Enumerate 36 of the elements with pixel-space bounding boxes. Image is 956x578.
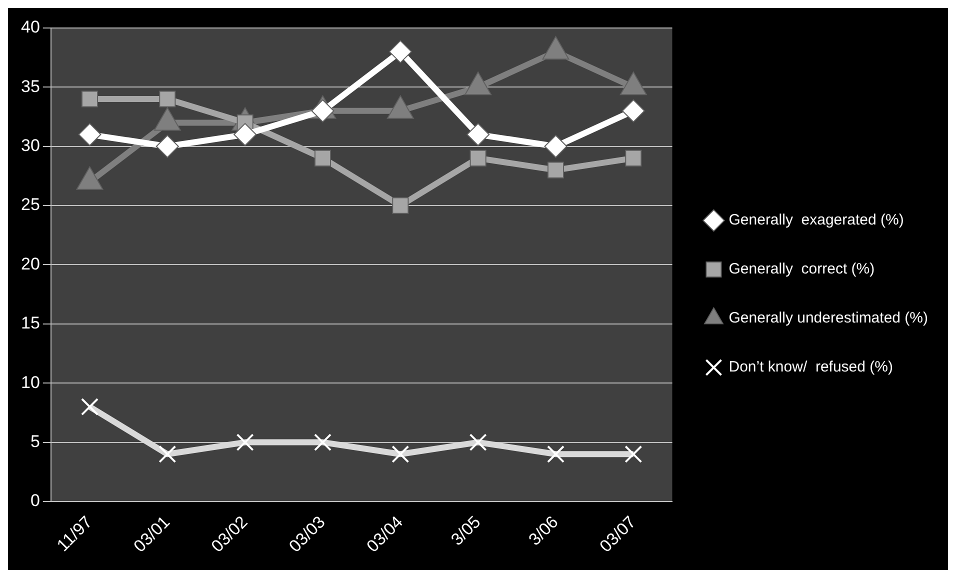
point — [159, 90, 176, 108]
point — [544, 134, 568, 158]
y-tick-label: 30 — [20, 136, 40, 156]
y-tick-label: 20 — [20, 254, 40, 274]
point — [81, 90, 98, 108]
point — [622, 99, 645, 122]
y-tick-label: 40 — [20, 18, 40, 37]
point — [234, 123, 257, 146]
point — [624, 445, 642, 463]
point — [78, 123, 102, 146]
legend-label: Generally correct (%) — [728, 260, 875, 278]
point — [392, 445, 410, 463]
y-tick-label: 25 — [20, 195, 40, 214]
point — [236, 434, 254, 452]
point — [156, 134, 179, 158]
y-tick-label: 0 — [30, 491, 40, 510]
point — [625, 150, 642, 166]
y-tick-label: 35 — [20, 76, 40, 96]
x-tick-label: 3/06 — [525, 512, 562, 550]
y-tick-label: 10 — [20, 372, 40, 392]
point — [546, 445, 565, 463]
point — [388, 40, 412, 64]
legend-label: Don’t know/ refused (%) — [728, 358, 893, 376]
point — [470, 150, 486, 166]
point — [314, 434, 332, 452]
point — [80, 398, 99, 416]
point — [392, 197, 409, 214]
y-tick-label: 5 — [30, 432, 40, 451]
legend-label: Generally underestimated (%) — [728, 310, 928, 327]
y-tick-label: 15 — [20, 314, 40, 333]
point — [547, 162, 564, 178]
point — [469, 434, 487, 452]
point — [158, 445, 176, 463]
point — [314, 150, 332, 166]
point — [466, 123, 490, 146]
legend-label: Generally exagerated (%) — [728, 212, 904, 229]
